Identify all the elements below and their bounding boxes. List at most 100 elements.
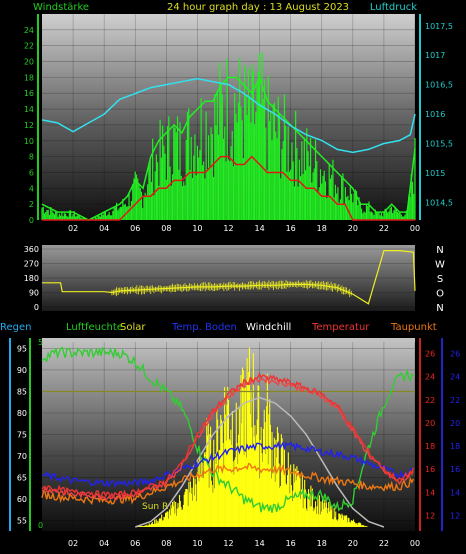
time-tick-label: 12 xyxy=(223,224,233,233)
humidity-tick-label: 80 xyxy=(17,409,27,418)
direction-tick-label: 360 xyxy=(24,245,39,254)
time-tick-label: 06 xyxy=(130,224,140,233)
humidity-tick-label: 85 xyxy=(17,387,27,396)
soil-temp-tick-label: 16 xyxy=(450,465,460,474)
wind-series-line xyxy=(41,75,416,221)
soil-temp-tick-label: 18 xyxy=(450,442,460,451)
legend-windchill: Windchill xyxy=(246,322,291,333)
soil-temp-tick-label: 22 xyxy=(450,396,460,405)
climate-time-tick-label: 20 xyxy=(348,539,358,548)
solar-max-line xyxy=(135,396,385,528)
compass-label: N xyxy=(436,303,443,314)
rain-tick-label: 5 xyxy=(38,338,43,347)
chart-title: 24 hour graph day : 13 August 2023 xyxy=(167,2,349,13)
temperature-series-line xyxy=(41,371,415,500)
direction-axis-ticks: 0 90 180 270 360 xyxy=(24,245,39,312)
wind-tick-label: 4 xyxy=(29,184,34,193)
wind-tick-label: 20 xyxy=(24,58,34,67)
time-tick-label: 00 xyxy=(410,224,420,233)
pressure-axis-ticks: 1014,5 1015 1015,5 1016 1016,5 1017 1017,5 xyxy=(425,22,453,208)
soil-temp-tick-label: 12 xyxy=(450,511,460,520)
pressure-tick-label: 1015 xyxy=(425,169,445,178)
soil-temp-tick-label: 20 xyxy=(450,419,460,428)
climate-time-tick-label: 06 xyxy=(130,539,140,548)
wind-tick-label: 10 xyxy=(24,137,34,146)
soil-temp-tick-label: 26 xyxy=(450,350,460,359)
temperature-tick-label: 26 xyxy=(425,350,435,359)
pressure-tick-label: 1017 xyxy=(425,51,445,60)
pressure-tick-label: 1015,5 xyxy=(425,139,453,148)
windchill-series-line xyxy=(41,374,414,501)
climate-time-axis-ticks: 02 04 06 08 10 12 14 16 18 20 22 00 xyxy=(68,539,420,548)
compass-label: S xyxy=(437,274,443,285)
humidity-tick-label: 65 xyxy=(17,474,27,483)
humidity-series-line xyxy=(41,346,414,513)
time-tick-label: 22 xyxy=(379,224,389,233)
gust-series-line xyxy=(42,155,415,221)
wind-direction-plot-area xyxy=(42,245,415,311)
wind-tick-label: 16 xyxy=(24,89,34,98)
humidity-tick-label: 60 xyxy=(17,495,27,504)
direction-grid xyxy=(42,248,415,308)
header-right-label: Luftdruck xyxy=(370,2,417,13)
pressure-tick-label: 1017,5 xyxy=(425,22,453,31)
direction-tick-label: 270 xyxy=(24,260,39,269)
time-axis-ticks: 02 04 06 08 10 12 14 16 18 20 22 00 xyxy=(68,224,420,233)
climate-time-tick-label: 08 xyxy=(161,539,171,548)
wind-tick-label: 2 xyxy=(29,200,34,209)
time-tick-label: 08 xyxy=(161,224,171,233)
climate-time-tick-label: 16 xyxy=(286,539,296,548)
header-left-label: Windstärke xyxy=(33,2,89,13)
pressure-series-line xyxy=(41,77,416,154)
pressure-tick-label: 1016 xyxy=(425,110,445,119)
temperature-axis-ticks: 12 14 16 18 20 22 24 26 xyxy=(425,350,435,521)
soil-temp-tick-label: 24 xyxy=(450,373,460,382)
wind-tick-label: 12 xyxy=(24,121,34,130)
climate-time-tick-label: 14 xyxy=(254,539,264,548)
wind-pressure-series xyxy=(41,52,416,221)
temperature-tick-label: 22 xyxy=(425,396,435,405)
time-tick-label: 20 xyxy=(348,224,358,233)
soil-temp-tick-label: 14 xyxy=(450,488,460,497)
rain-axis-ticks: 05 xyxy=(38,338,43,530)
wind-direction-series xyxy=(42,250,416,305)
time-tick-label: 10 xyxy=(192,224,202,233)
direction-tick-label: 90 xyxy=(29,289,39,298)
legend-luftfeuchte: Luftfeuchte xyxy=(66,322,123,333)
climate-time-tick-label: 12 xyxy=(223,539,233,548)
rain-tick-label: 0 xyxy=(38,521,43,530)
compass-label: O xyxy=(436,289,444,300)
time-tick-label: 16 xyxy=(286,224,296,233)
soil-temp-series-line xyxy=(41,440,414,489)
temperature-tick-label: 16 xyxy=(425,465,435,474)
sun-rise-label: Sun R xyxy=(142,502,168,512)
climate-series xyxy=(41,346,415,528)
wind-tick-label: 0 xyxy=(29,216,34,225)
soil-temp-axis-ticks: 12 14 16 18 20 22 24 26 xyxy=(450,350,460,521)
legend-solar: Solar xyxy=(120,322,146,333)
wind-tick-label: 14 xyxy=(24,105,34,114)
time-tick-label: 04 xyxy=(99,224,109,233)
climate-time-tick-label: 10 xyxy=(192,539,202,548)
pressure-tick-label: 1014,5 xyxy=(425,198,453,207)
wind-tick-label: 22 xyxy=(24,42,34,51)
time-tick-label: 18 xyxy=(317,224,327,233)
climate-time-tick-label: 18 xyxy=(317,539,327,548)
humidity-tick-label: 55 xyxy=(17,517,27,526)
temperature-tick-label: 12 xyxy=(425,511,435,520)
wind-tick-label: 24 xyxy=(24,26,34,35)
wind-tick-label: 6 xyxy=(29,168,34,177)
climate-time-tick-label: 00 xyxy=(410,539,420,548)
compass-label: N xyxy=(436,245,443,256)
wind-tick-label: 8 xyxy=(29,153,34,162)
temperature-tick-label: 18 xyxy=(425,442,435,451)
humidity-tick-label: 95 xyxy=(17,344,27,353)
temperature-tick-label: 14 xyxy=(425,488,435,497)
legend-temp-boden: Temp. Boden xyxy=(171,322,237,333)
climate-time-tick-label: 22 xyxy=(379,539,389,548)
dewpoint-series-line xyxy=(41,462,415,506)
pressure-tick-label: 1016,5 xyxy=(425,81,453,90)
